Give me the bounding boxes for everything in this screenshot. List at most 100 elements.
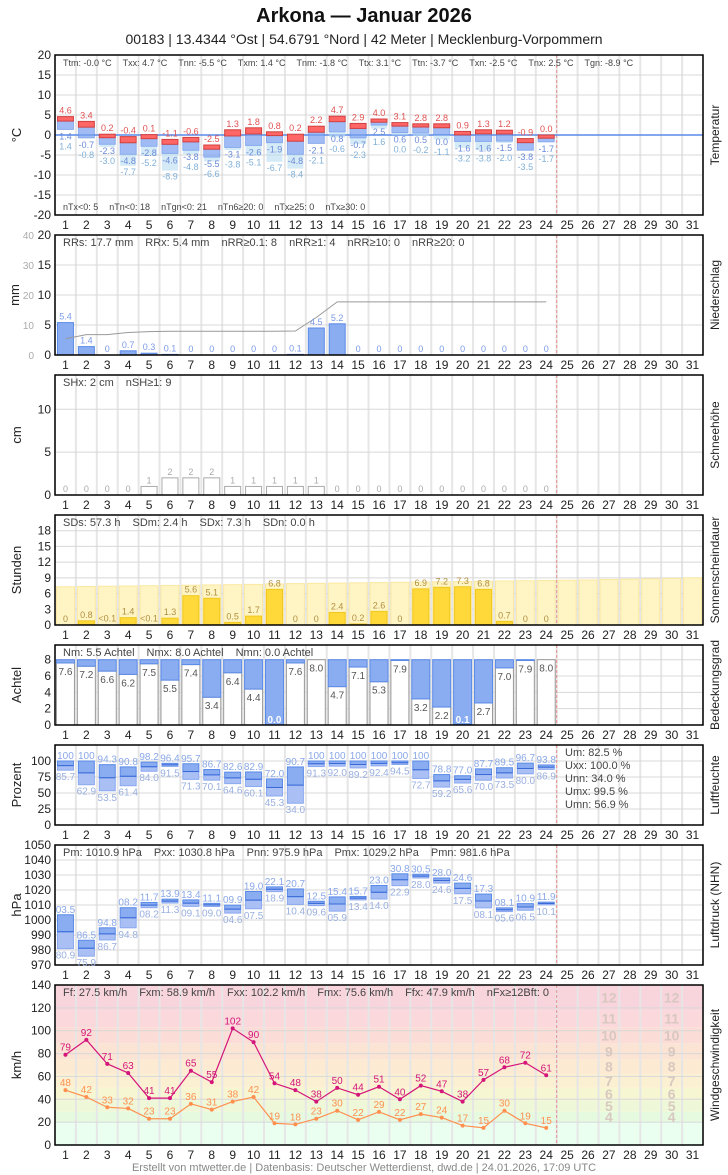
cloud-label: 5.5: [163, 684, 177, 695]
snow-label: 0: [397, 484, 402, 494]
upper-box: [56, 914, 74, 933]
min-label: 59.2: [432, 789, 452, 800]
y-tick-label: 1040: [24, 853, 51, 867]
day-label: 21: [477, 498, 491, 512]
day-label: 29: [644, 968, 658, 982]
day-label: 27: [602, 1148, 616, 1162]
sun-label: 0: [293, 614, 298, 624]
max-label: 22.1: [265, 877, 285, 888]
min-label: 10.1: [536, 907, 556, 918]
y-tick-label: 5: [44, 445, 51, 459]
mean-point: [251, 1095, 256, 1099]
day-label: 2: [83, 1148, 90, 1162]
beaufort-label: 12: [601, 990, 617, 1006]
min-label: 07.5: [244, 911, 264, 922]
beaufort-label: 5: [668, 1098, 676, 1114]
mean-label: 23: [311, 1107, 323, 1118]
day-label: 21: [477, 968, 491, 982]
day-label: 23: [519, 828, 533, 842]
max-label: 100: [57, 751, 74, 762]
day-label: 7: [188, 728, 195, 742]
precip-label: 0: [376, 344, 381, 354]
precip-label: 0: [251, 344, 256, 354]
min-label: 04.6: [223, 915, 243, 926]
beaufort-label: 9: [605, 1043, 613, 1059]
precip-label: 0: [188, 344, 193, 354]
day-label: 4: [125, 628, 132, 642]
day-label: 28: [623, 218, 637, 232]
day-label: 9: [229, 358, 236, 372]
tx-bar: [370, 118, 388, 123]
tn-bar: [349, 127, 367, 139]
snow-label: 0: [502, 484, 507, 494]
y-tick-label: 12: [38, 555, 52, 569]
max-label: 10.9: [516, 894, 536, 905]
stat-item: Ttx: 3.1 °C: [358, 58, 402, 68]
lower-box: [433, 780, 451, 788]
temperature-stats: nTx<0: 5 nTn<0: 18 nTgn<0: 21 nTn6≥20: 0 nTx…: [63, 201, 365, 214]
side-label: Windgeschwindigkeit: [708, 1008, 722, 1121]
day-label: 26: [581, 628, 595, 642]
clear-bar: [494, 659, 514, 669]
day-label: 22: [498, 728, 512, 742]
precip-label: 0.3: [143, 342, 156, 352]
day-label: 1: [62, 728, 69, 742]
upper-box: [286, 888, 304, 898]
y-tick-label: 80: [38, 1047, 52, 1061]
panel-frame: [54, 54, 704, 216]
y2-tick-label: 40: [23, 231, 35, 242]
min-label: 10.4: [286, 906, 306, 917]
lower-box: [370, 891, 388, 900]
gust-label: 44: [353, 1083, 365, 1094]
cloud-stats: Nm: 5.5 Achtel Nmx: 8.0 Achtel Nmn: 0.0 Ac…: [63, 647, 313, 660]
gust-point: [544, 1073, 549, 1078]
day-label: 31: [686, 968, 700, 982]
sun-label: 5.6: [185, 585, 198, 595]
sun-bar: [433, 586, 451, 626]
clear-bar: [202, 659, 222, 698]
max-label: 100: [308, 751, 325, 762]
day-label: 15: [351, 498, 365, 512]
day-label: 2: [83, 828, 90, 842]
clear-bar: [181, 659, 201, 666]
tx-label: -1.1: [162, 128, 178, 138]
day-label: 17: [393, 828, 407, 842]
gust-label: 65: [185, 1059, 197, 1070]
snow-label: 0: [460, 484, 465, 494]
gust-point: [84, 1037, 89, 1042]
stat-item: Tnm: -1.8 °C: [296, 58, 348, 68]
mean-point: [272, 1121, 277, 1126]
max-label: 100: [371, 751, 388, 762]
tgn-label: -5.1: [246, 157, 262, 167]
day-label: 23: [519, 728, 533, 742]
upper-box: [286, 766, 304, 786]
snow-label: 0: [439, 484, 444, 494]
tx-bar: [245, 127, 263, 135]
cloud-label: 6.4: [226, 677, 240, 688]
max-label: 11.7: [140, 892, 159, 903]
day-label: 21: [477, 358, 491, 372]
max-label: 78.8: [432, 765, 452, 776]
day-label: 7: [188, 968, 195, 982]
day-label: 17: [393, 498, 407, 512]
tx-bar: [475, 129, 493, 135]
day-label: 1: [62, 628, 69, 642]
possible-sun-bar: [662, 577, 682, 626]
stat-item: Pnn: 975.9 hPa: [246, 847, 323, 859]
day-label: 12: [289, 968, 303, 982]
day-label: 17: [393, 358, 407, 372]
stat-item: nTx≥25: 0: [274, 202, 315, 212]
gust-label: 54: [269, 1071, 281, 1082]
y-tick-label: 10: [38, 88, 52, 102]
cloud-label: 5.3: [372, 686, 386, 697]
lower-box: [286, 784, 304, 804]
sun-label: 6.8: [268, 578, 281, 588]
lower-box: [77, 947, 95, 957]
beaufort-label: 8: [605, 1059, 613, 1075]
wind-stats: Ff: 27.5 km/h Fxm: 58.9 km/h Fxx: 102.2 km…: [63, 987, 549, 1000]
panel-frame: [54, 644, 704, 726]
upper-box: [370, 885, 388, 893]
day-label: 30: [665, 498, 679, 512]
gust-point: [439, 1089, 444, 1094]
clear-bar: [244, 659, 264, 690]
